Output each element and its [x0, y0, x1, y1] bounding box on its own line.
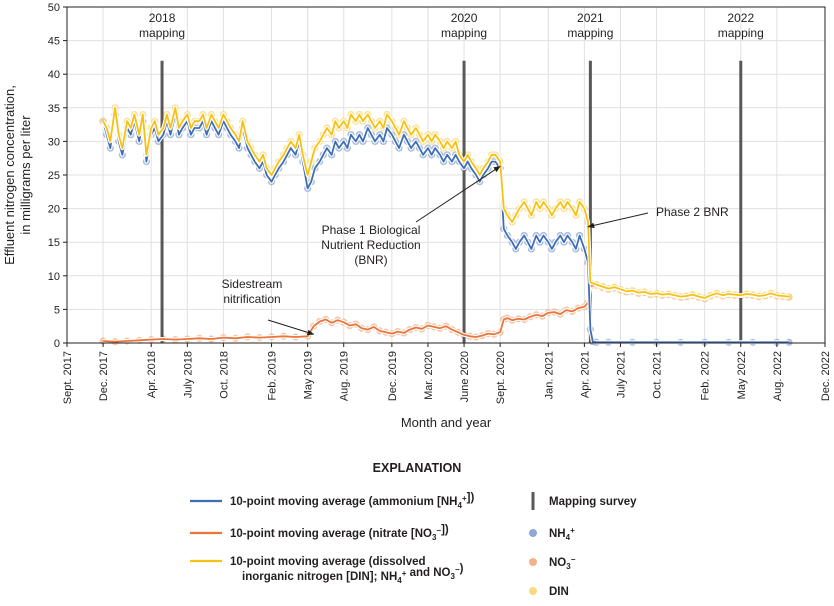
- x-tick-label: Oct. 2021: [652, 351, 664, 399]
- legend-label-pt-nh4: NH4+: [549, 526, 575, 542]
- y-axis-title-line2: in milligrams per liter: [18, 115, 33, 235]
- nh4-average-line: [102, 113, 789, 344]
- y-tick-label: 20: [48, 204, 60, 216]
- annotation-sidestream-text: nitrification: [223, 292, 280, 306]
- x-tick-label: Feb. 2022: [700, 351, 712, 401]
- legend-label-pt-no3: NO3−: [549, 555, 576, 571]
- annotation-phase1-arrow: [415, 165, 501, 223]
- legend: EXPLANATION 10-point moving average (amm…: [190, 461, 637, 598]
- x-tick-label: June 2020: [459, 351, 471, 402]
- x-tick-label: Aug. 2022: [772, 351, 784, 401]
- x-axis-title: Month and year: [401, 415, 492, 430]
- y-tick-label: 15: [48, 237, 60, 249]
- annotation-phase1-text: Phase 1 Biological: [322, 223, 421, 237]
- annotation-phase1-text: Nutrient Reduction: [321, 238, 420, 252]
- annotation-sidestream-arrow: [267, 319, 315, 336]
- x-tick-label: May 2019: [303, 351, 315, 399]
- y-tick-label: 50: [48, 2, 60, 14]
- legend-label-mapping: Mapping survey: [549, 496, 637, 508]
- x-tick-label: Apr. 2018: [146, 351, 158, 398]
- din-average-line: [102, 106, 789, 299]
- x-tick-label: Oct. 2018: [218, 351, 230, 399]
- y-tick-label: 35: [48, 103, 60, 115]
- mapping-year-label: 2022: [727, 11, 754, 25]
- mapping-word-label: mapping: [567, 26, 613, 40]
- x-tick-label: Sept. 2017: [62, 351, 74, 404]
- mapping-word-label: mapping: [139, 26, 185, 40]
- mapping-year-label: 2020: [451, 11, 478, 25]
- y-tick-label: 40: [48, 69, 60, 81]
- y-tick-label: 45: [48, 36, 60, 48]
- x-tick-label: May 2022: [736, 351, 748, 399]
- legend-label-avg-din: 10-point moving average (dissolved: [230, 556, 426, 568]
- x-tick-label: Dec. 2017: [98, 351, 110, 401]
- annotation-phase1-text: (BNR): [354, 253, 387, 267]
- x-tick-label: Jan. 2021: [543, 351, 555, 399]
- legend-label-pt-din: DIN: [549, 586, 569, 598]
- y-tick-label: 25: [48, 170, 60, 182]
- y-tick-label: 5: [54, 304, 60, 316]
- x-tick-label: July 2021: [615, 351, 627, 398]
- legend-swatch-pt-din: [529, 587, 537, 595]
- mapping-word-label: mapping: [441, 26, 487, 40]
- y-tick-label: 30: [48, 136, 60, 148]
- mapping-year-label: 2021: [577, 11, 604, 25]
- x-tick-label: Mar. 2020: [423, 351, 435, 400]
- y-tick-label: 10: [48, 271, 60, 283]
- legend-title: EXPLANATION: [373, 461, 462, 475]
- x-tick-label: Sept. 2020: [495, 351, 507, 404]
- mapping-year-label: 2018: [149, 11, 176, 25]
- legend-swatch-pt-nh4: [529, 529, 537, 537]
- y-axis-title-line1: Effluent nitrogen concentration,: [2, 85, 17, 265]
- x-tick-label: Feb. 2019: [267, 351, 279, 401]
- mapping-word-label: mapping: [718, 26, 764, 40]
- annotation-phase2-arrow: [587, 212, 649, 229]
- x-tick-label: Dec. 2019: [387, 351, 399, 401]
- legend-label-avg-no3: 10-point moving average (nitrate [NO3−]): [230, 524, 449, 542]
- annotation-sidestream-text: Sidestream: [222, 277, 283, 291]
- y-tick-label: 0: [54, 338, 60, 350]
- x-tick-label: July 2018: [182, 351, 194, 398]
- x-tick-label: Apr. 2021: [579, 351, 591, 398]
- x-tick-label: Aug. 2019: [339, 351, 351, 401]
- x-tick-label: Dec. 2022: [820, 351, 832, 401]
- axes: 0 5 10 15 20 25 30 35 40 45 50 Sept. 2017 Dec. 2017 A…: [48, 2, 832, 404]
- legend-swatch-pt-no3: [529, 558, 537, 566]
- annotation-phase2-text: Phase 2 BNR: [656, 205, 729, 219]
- moving-average-lines: [101, 105, 790, 345]
- legend-label-avg-nh4: 10-point moving average (ammonium [NH4+]…: [230, 492, 474, 510]
